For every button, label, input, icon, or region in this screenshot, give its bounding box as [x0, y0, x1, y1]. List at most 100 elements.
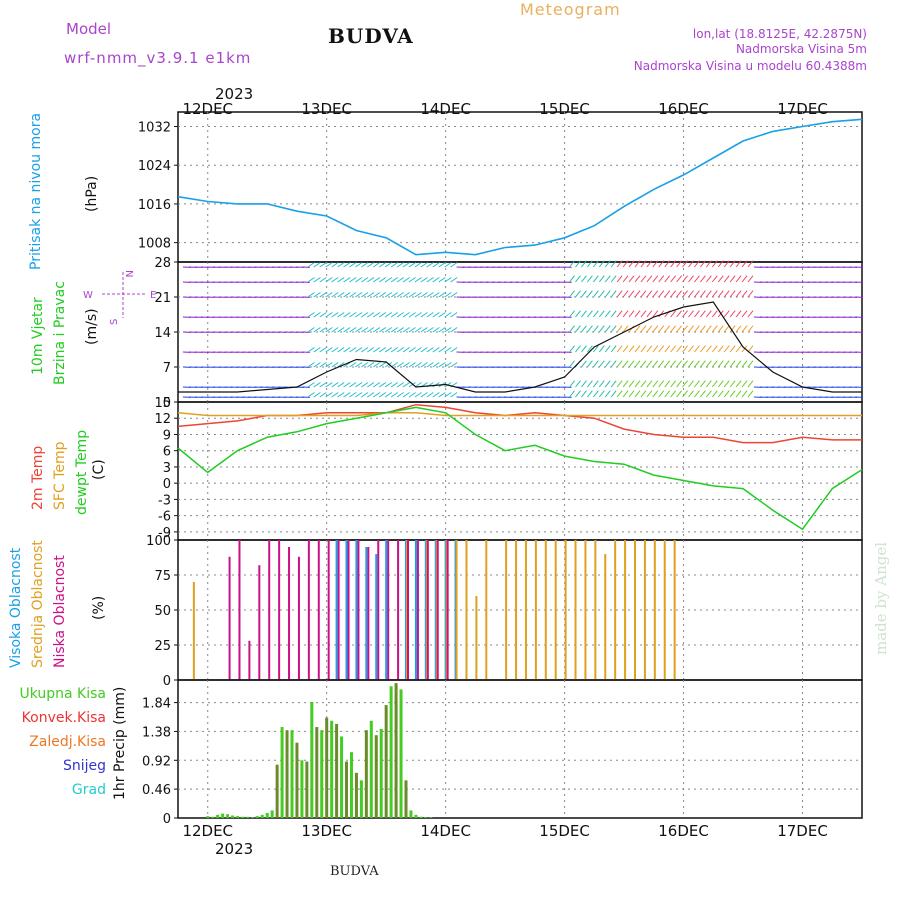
- wind-barb: [670, 390, 677, 398]
- cloud-bar-1: [505, 540, 508, 680]
- pressure-ytick-label: 1024: [138, 159, 171, 174]
- wind-barb: [438, 392, 446, 398]
- wind-barb: [711, 380, 718, 388]
- wind-barb: [408, 292, 416, 298]
- wind-barb: [331, 262, 339, 268]
- wind-barb: [355, 327, 363, 333]
- wind-barb: [604, 360, 611, 368]
- wind-barb: [307, 382, 315, 388]
- wind-barb: [664, 275, 671, 283]
- cloud-bar-1: [574, 540, 577, 680]
- wind-barb: [688, 275, 694, 283]
- wind-barb: [604, 260, 611, 268]
- wind-barb: [408, 327, 416, 333]
- wind-barb: [307, 392, 315, 398]
- wind-barb: [373, 292, 381, 298]
- cloud-bar-2: [397, 540, 400, 680]
- wind-barb: [741, 390, 748, 398]
- wind-barb: [634, 390, 641, 398]
- wind-barb: [313, 382, 321, 388]
- precip-bar: [345, 761, 349, 818]
- precip-bar: [335, 723, 339, 818]
- wind-barb: [598, 360, 605, 368]
- wind-barb: [402, 262, 410, 268]
- cloud-bar-1: [192, 582, 195, 680]
- wind-barb: [367, 312, 375, 318]
- wind-barb: [313, 392, 321, 398]
- precip-bar: [364, 730, 368, 818]
- wind-barb: [325, 327, 333, 333]
- precip-bar: [211, 816, 215, 818]
- cloud-ytick-label: 50: [154, 604, 171, 619]
- wind-barb: [694, 380, 700, 388]
- wind-barb: [420, 362, 428, 368]
- year-bottom: 2023: [215, 840, 253, 858]
- x-tick-label-bottom: 15DEC: [539, 822, 590, 840]
- wind-barb: [735, 325, 742, 333]
- compass-n: N: [123, 270, 134, 277]
- wind-barb: [325, 277, 333, 283]
- wind-barb: [361, 382, 369, 388]
- wind-barb: [367, 382, 375, 388]
- pressure-unit: (hPa): [84, 176, 100, 212]
- wind-barb: [646, 380, 653, 388]
- precip-bar: [359, 780, 363, 818]
- wind-barb: [337, 347, 345, 353]
- wind-barb: [717, 260, 724, 268]
- wind-barb: [682, 325, 688, 333]
- wind-barb: [592, 380, 599, 388]
- wind-barb: [438, 312, 446, 318]
- wind-barb: [700, 275, 706, 283]
- wind-barb: [628, 310, 635, 318]
- wind-barb: [384, 312, 393, 318]
- wind-barb: [688, 325, 694, 333]
- wind-barb: [688, 310, 694, 318]
- precip-bar: [270, 810, 274, 818]
- wind-barb: [658, 290, 665, 298]
- wind-barb: [705, 290, 712, 298]
- wind-barb: [331, 327, 339, 333]
- wind-barb: [367, 262, 375, 268]
- wind-barb: [705, 360, 712, 368]
- wind-barb: [420, 312, 428, 318]
- wind-barb: [331, 362, 339, 368]
- wind-barb: [319, 392, 327, 398]
- wind-barb: [705, 390, 712, 398]
- wind-barb: [741, 260, 748, 268]
- cloud-bar-0: [355, 540, 358, 680]
- wind-barb: [313, 277, 321, 283]
- wind-barb: [622, 380, 629, 388]
- wind-barb: [575, 310, 581, 318]
- x-tick-label-top: 14DEC: [420, 100, 471, 118]
- wind-barb: [616, 290, 623, 298]
- precip-legend-item: Ukupna Kisa: [19, 686, 106, 702]
- cloud-ytick-label: 25: [154, 639, 171, 654]
- wind-barb: [426, 362, 434, 368]
- wind-barb: [378, 392, 387, 398]
- wind-barb: [420, 292, 428, 298]
- wind-barb: [575, 290, 581, 298]
- wind-barb: [581, 290, 587, 298]
- precip-bar: [226, 814, 230, 818]
- wind-barb: [325, 362, 333, 368]
- wind-barb: [444, 347, 452, 353]
- wind-barb: [402, 347, 410, 353]
- wind-barb: [361, 362, 369, 368]
- cloud-unit: (%): [91, 596, 107, 620]
- wind-unit: (m/s): [84, 308, 100, 345]
- cloud-ytick-label: 75: [154, 569, 171, 584]
- cloud-bar-2: [297, 556, 300, 680]
- wind-barb: [700, 325, 706, 333]
- wind-barb: [747, 310, 754, 318]
- wind-barb: [735, 380, 742, 388]
- wind-barb: [337, 292, 345, 298]
- precip-bar: [399, 689, 403, 818]
- wind-barb: [384, 327, 393, 333]
- wind-barb: [337, 327, 345, 333]
- wind-barb: [664, 290, 671, 298]
- cloud-bar-2: [337, 540, 340, 680]
- watermark: made by Angel: [872, 542, 890, 655]
- wind-barb: [592, 390, 599, 398]
- precip-bar: [295, 742, 299, 818]
- temperature-ytick-label: 6: [163, 445, 171, 460]
